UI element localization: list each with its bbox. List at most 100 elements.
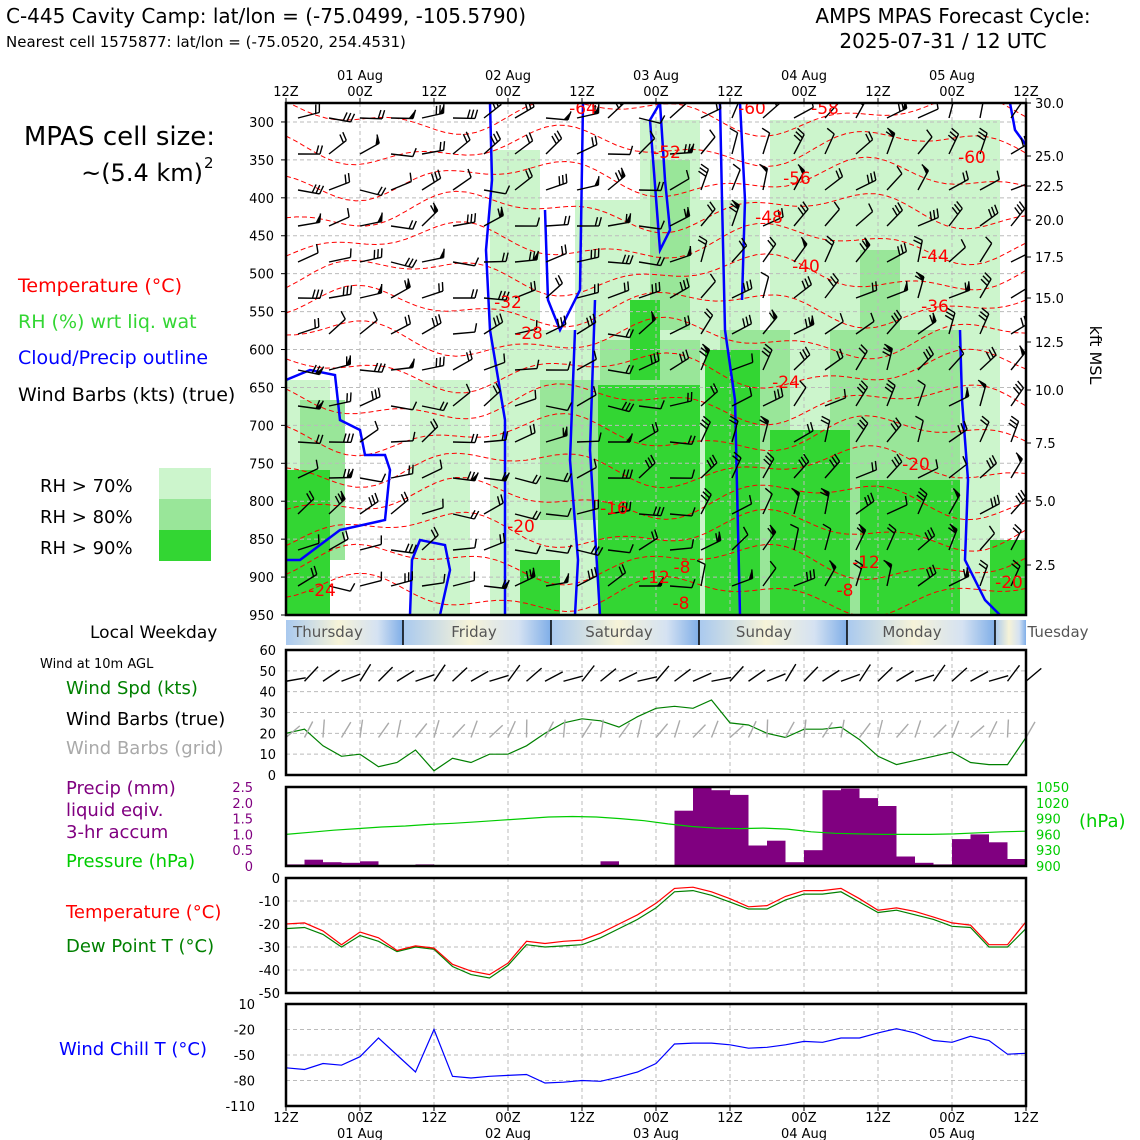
wind-barb-feather (501, 252, 505, 262)
wind-barb-feather (339, 134, 345, 143)
wind-barb-feather (888, 523, 897, 531)
wind-barb-feather (706, 204, 714, 213)
wind-barb-feather (833, 201, 840, 210)
wind-barb-feather (492, 103, 497, 110)
wind-barb (514, 359, 540, 371)
wind-barb-feather (838, 168, 844, 177)
wind-barb-feather (408, 465, 411, 475)
wind-barb-shaft (452, 358, 473, 371)
wind-barb-shaft (886, 504, 908, 515)
wind-barb-pennant (801, 237, 807, 248)
wind-barb (1010, 452, 1023, 479)
top-time-label: 12Z (1013, 85, 1039, 100)
wind-barb-feather (839, 312, 844, 322)
wind-barb-shaft (576, 291, 599, 299)
wind-barb-feather (678, 353, 683, 363)
wind-barb (545, 507, 572, 518)
wind-barb-feather (799, 380, 807, 388)
wind-barb-feather (774, 103, 778, 107)
wind-barb (1010, 183, 1026, 191)
wind-barb (914, 271, 925, 299)
precip-tick-label: 0 (245, 860, 253, 875)
wind-barb-feather (686, 278, 690, 288)
wind-barb-feather (875, 281, 878, 291)
height-tick-label: 12.5 (1035, 336, 1064, 351)
wind-barb (545, 173, 568, 191)
legend-rh90-label: RH > 90% (40, 538, 133, 559)
wind10-true-barb (1006, 664, 1021, 682)
precip-bar (748, 845, 767, 866)
precip-bar (952, 839, 971, 866)
precip-tick-label: 2.5 (232, 781, 253, 796)
wind-barb (297, 243, 319, 263)
top-time-label: 12Z (717, 85, 743, 100)
wind-barb-pennant (964, 387, 969, 399)
wind-barb-feather (709, 273, 716, 282)
wind-barb (978, 559, 989, 587)
wind-barb-shaft (452, 176, 472, 191)
precip-bar (767, 840, 786, 866)
wind-barb-shaft (700, 280, 716, 299)
wind-barb-feather (960, 422, 965, 432)
wind-barb-feather (979, 559, 989, 566)
wind-barb-feather (803, 453, 810, 462)
temperature-contour-label: -8 (674, 558, 691, 578)
wind-barb-shaft (948, 494, 961, 515)
wind-barb (297, 289, 324, 299)
wind-barb-feather (404, 280, 408, 290)
wind-barb-feather (749, 279, 753, 289)
wind-barb-feather (804, 278, 810, 288)
wind-barb-feather (492, 317, 497, 327)
wind-barb (607, 469, 634, 479)
wind-barb-feather (627, 281, 630, 291)
wind-barb-feather (650, 454, 656, 464)
wind-barb (576, 104, 600, 119)
wind-barb-feather (346, 433, 351, 443)
wind-barb (979, 103, 984, 119)
wind-barb-feather (812, 569, 816, 579)
wind-barb-feather (404, 543, 410, 553)
wind-barb-feather (767, 239, 775, 248)
wind10-grid-barb (599, 719, 604, 738)
top-date-label: 01 Aug (337, 69, 383, 84)
wind-barb-feather (505, 185, 511, 195)
wind-barb (390, 491, 409, 515)
wind-barb-shaft (917, 384, 926, 407)
wind-barb-shaft (824, 321, 844, 335)
wind-barb-feather (886, 383, 895, 390)
temperature-contour-label: -28 (515, 324, 543, 344)
wind-barb-feather (625, 213, 628, 223)
wind-barb-feather (1020, 317, 1025, 327)
wind-barb-feather (590, 545, 597, 554)
wind-barb (328, 112, 356, 123)
wind10-grid-barb (840, 719, 845, 738)
wind-barb-feather (799, 351, 806, 361)
wind-barb (328, 490, 346, 515)
wind-barb-feather (525, 570, 529, 580)
wind-barb (297, 490, 315, 515)
wind-barb-feather (311, 364, 317, 374)
nearest-cell: Nearest cell 1575877: lat/lon = (-75.052… (6, 33, 406, 51)
wind-barb (328, 173, 351, 191)
wind10-true-barb (784, 663, 797, 682)
height-axis-label: kft MSL (1086, 326, 1105, 385)
wind-barb-shaft (886, 461, 903, 479)
wind-barb (390, 147, 417, 158)
wind10-true-barb (303, 666, 319, 682)
wind-barb-feather (1020, 137, 1025, 147)
wind-barb-shaft (607, 549, 630, 554)
wind-barb-feather (656, 351, 660, 361)
cell-size-label: MPAS cell size: (24, 122, 215, 152)
wind-barb (759, 163, 769, 191)
wind-barb-shaft (421, 467, 443, 479)
wind-barb-feather (629, 544, 634, 553)
wind-barb (545, 573, 570, 587)
wind-barb-feather (349, 248, 352, 258)
wind10-grid-barb (877, 719, 884, 738)
wind-barb (421, 498, 444, 515)
wind-barb (855, 237, 871, 263)
wind-barb-feather (1010, 415, 1020, 422)
wind-barb-feather (729, 415, 739, 422)
wind-barb (545, 544, 572, 554)
wind-barb-pennant (921, 164, 929, 175)
